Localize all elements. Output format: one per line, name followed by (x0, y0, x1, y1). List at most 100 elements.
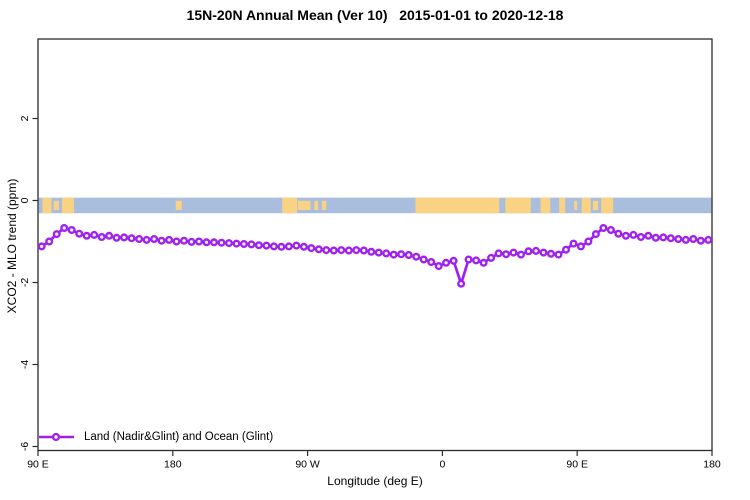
series-marker (269, 242, 278, 251)
series-marker (247, 240, 256, 249)
series-marker (382, 249, 391, 258)
series-marker (614, 229, 623, 238)
series-marker (97, 232, 106, 241)
land-strip-segment (601, 197, 614, 214)
series-marker (314, 245, 323, 254)
series-marker (449, 256, 458, 265)
series-marker (224, 239, 233, 248)
y-axis-title: XCO2 - MLO trend (ppm) (5, 178, 19, 314)
series-marker (621, 231, 630, 240)
series-marker (187, 237, 196, 246)
series-marker (509, 248, 518, 257)
legend-line-marker-icon (39, 432, 74, 442)
series-marker (329, 246, 338, 255)
series-marker (696, 236, 705, 245)
series-marker (344, 246, 353, 255)
series-marker (404, 250, 413, 259)
series-marker (292, 241, 301, 250)
series-marker (367, 247, 376, 256)
series-marker (337, 246, 346, 255)
series-marker (127, 234, 136, 243)
series-marker (299, 242, 308, 251)
series-marker (442, 258, 451, 267)
series-marker (75, 229, 84, 238)
series-marker (45, 237, 54, 246)
series-marker (352, 246, 361, 255)
series-marker (322, 246, 331, 255)
series-marker (284, 242, 293, 251)
land-strip-segment (574, 200, 578, 211)
series-marker (217, 238, 226, 247)
series-marker (674, 234, 683, 243)
series-marker (689, 234, 698, 243)
series-marker (464, 255, 473, 264)
series-marker (254, 241, 263, 250)
series-marker (539, 248, 548, 257)
series-marker (105, 231, 114, 240)
series-marker (659, 233, 668, 242)
land-strip-segment (592, 200, 599, 211)
y-axis-tick-label: 2 (19, 115, 31, 121)
series-marker (494, 249, 503, 258)
series-marker (502, 250, 511, 259)
series-marker (172, 237, 181, 246)
series-marker (524, 247, 533, 256)
series-marker (629, 230, 638, 239)
series-marker (576, 242, 585, 251)
series-marker (112, 233, 121, 242)
land-strip-segment (42, 197, 52, 214)
land-strip-segment (297, 200, 311, 211)
series-marker (554, 250, 563, 259)
land-strip-segment (282, 197, 298, 214)
land-strip-segment (321, 200, 327, 211)
x-axis-tick-label: 0 (439, 459, 445, 471)
series-marker (67, 225, 76, 234)
series-marker (374, 248, 383, 257)
series-marker (666, 234, 675, 243)
series-marker (591, 230, 600, 239)
series-marker (194, 237, 203, 246)
land-strip-segment (314, 200, 319, 211)
x-axis-tick-label: 90 W (295, 459, 320, 471)
plot-border (37, 38, 713, 452)
series-marker (517, 250, 526, 259)
series-marker (209, 238, 218, 247)
series-marker (135, 234, 144, 243)
land-strip-segment (61, 197, 74, 214)
series-marker (142, 235, 151, 244)
land-strip-segment (559, 197, 566, 214)
series-marker (681, 235, 690, 244)
series-marker (419, 255, 428, 264)
series-marker (262, 241, 271, 250)
series-marker (202, 238, 211, 247)
series-marker (90, 230, 99, 239)
series-marker (232, 239, 241, 248)
legend: Land (Nadir&Glint) and Ocean (Glint) (38, 429, 273, 445)
series-marker (532, 246, 541, 255)
y-axis-tick-label: -2 (19, 278, 31, 287)
x-axis-tick-label: 90 E (27, 459, 49, 471)
land-strip-segment (415, 197, 500, 214)
series-marker (150, 234, 159, 243)
series-marker (606, 225, 615, 234)
series-marker (704, 235, 713, 244)
x-axis-title: Longitude (deg E) (327, 474, 423, 488)
series-marker (60, 223, 69, 232)
series-marker (397, 250, 406, 259)
series-marker (584, 237, 593, 246)
land-strip-segment (540, 197, 551, 214)
series-marker (472, 256, 481, 265)
series-marker (599, 223, 608, 232)
series-marker (389, 250, 398, 259)
series-marker (277, 242, 286, 251)
x-axis-tick-label: 180 (703, 459, 721, 471)
chart-title: 15N-20N Annual Mean (Ver 10) 2015-01-01 … (186, 7, 564, 23)
series-marker (457, 279, 466, 288)
series-marker (479, 258, 488, 267)
land-strip-segment (581, 197, 591, 214)
series-marker (651, 233, 660, 242)
series-marker (569, 239, 578, 248)
x-axis-tick-label: 180 (164, 459, 182, 471)
series-marker (487, 253, 496, 262)
